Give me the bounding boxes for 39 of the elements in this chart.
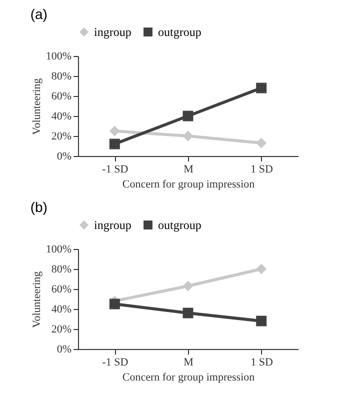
point xyxy=(182,308,194,318)
point xyxy=(256,264,267,274)
legend-label: outgroup xyxy=(158,25,202,39)
chart-title: (a) xyxy=(30,6,48,22)
x-tick-label: M xyxy=(184,164,194,176)
y-tick-label: 20% xyxy=(51,130,72,142)
y-tick-label: 80% xyxy=(51,264,72,276)
x-tick-label: -1 SD xyxy=(102,356,128,368)
legend-label: ingroup xyxy=(94,218,132,232)
x-tick-label: 1 SD xyxy=(250,356,274,368)
point xyxy=(256,138,267,148)
point xyxy=(256,82,267,94)
point xyxy=(182,130,194,142)
y-tick-label: 80% xyxy=(51,70,72,82)
x-axis-title: Concern for group impression xyxy=(122,372,256,384)
y-tick-label: 100% xyxy=(46,50,72,62)
x-tick-label: -1 SD xyxy=(102,164,128,176)
y-tick-label: 100% xyxy=(46,244,72,256)
y-axis-title: Volunteering xyxy=(30,270,43,328)
y-tick-label: 40% xyxy=(51,304,72,316)
x-tick-label: M xyxy=(184,356,194,368)
y-tick-label: 60% xyxy=(51,284,72,296)
y-tick-label: 0% xyxy=(56,150,72,162)
chart-title: (b) xyxy=(30,199,48,215)
y-tick-label: 60% xyxy=(51,90,72,102)
x-axis-title: Concern for group impression xyxy=(122,178,256,190)
point xyxy=(109,298,120,310)
point xyxy=(109,126,120,136)
y-tick-label: 40% xyxy=(51,110,72,122)
y-tick-label: 0% xyxy=(56,344,72,356)
point xyxy=(109,138,120,150)
x-tick-label: 1 SD xyxy=(250,164,274,176)
point xyxy=(256,316,267,326)
y-tick-label: 20% xyxy=(51,324,72,336)
point xyxy=(182,280,194,292)
y-axis-title: Volunteering xyxy=(30,78,43,135)
legend-label: ingroup xyxy=(94,25,132,39)
point xyxy=(182,110,194,122)
legend-label: outgroup xyxy=(158,218,202,232)
